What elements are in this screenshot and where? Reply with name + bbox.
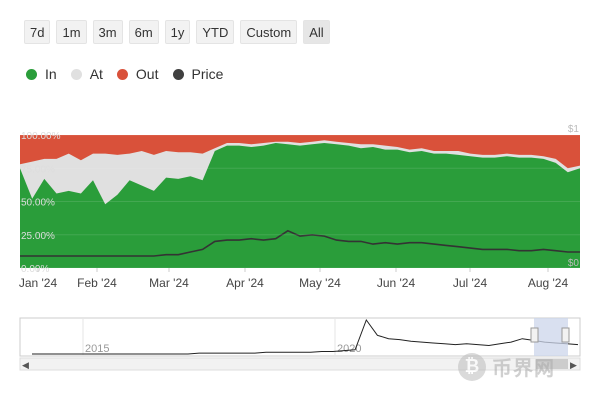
x-tick-label: Apr '24	[226, 276, 264, 290]
legend-at-swatch	[70, 68, 82, 80]
legend: In At Out Price	[26, 66, 223, 82]
range-6m-button[interactable]: 6m	[128, 20, 159, 44]
navigator[interactable]: 2015 2020 ◀ ▶	[0, 310, 600, 390]
watermark: ₿ 币界网	[458, 352, 555, 381]
scrollbar-thumb[interactable]	[536, 359, 568, 369]
legend-item-in[interactable]: In	[26, 66, 57, 82]
range-7d-button[interactable]: 7d	[24, 20, 51, 44]
x-tick-label: Feb '24	[77, 276, 117, 290]
range-3m-button[interactable]: 3m	[92, 20, 123, 44]
y-right-tick-label: $1	[568, 124, 580, 135]
scroll-right-arrow-icon[interactable]: ▶	[570, 360, 577, 370]
scroll-left-arrow-icon[interactable]: ◀	[22, 360, 29, 370]
navigator-handle-left[interactable]	[530, 327, 539, 343]
navigator-frame	[19, 317, 581, 357]
navigator-line	[32, 318, 579, 355]
range-custom-button[interactable]: Custom	[240, 20, 298, 44]
x-tick-label: Mar '24	[149, 276, 189, 290]
legend-price-label: Price	[191, 66, 224, 82]
main-chart[interactable]: 0.00% 25.00% 50.00% 75.00% 100.00% Jan '24 Fe…	[0, 0, 600, 300]
x-tick-label: Jan '24	[19, 276, 58, 290]
watermark-text: 币界网	[492, 358, 555, 380]
y-tick-label: 75.00%	[21, 164, 55, 175]
y-tick-label: 50.00%	[21, 198, 55, 209]
y-tick-label: 25.00%	[21, 231, 55, 242]
navigator-year-2020: 2020	[337, 343, 361, 355]
scrollbar-track[interactable]	[19, 357, 581, 371]
x-tick-label: Jun '24	[377, 276, 416, 290]
range-selector: 7d 1m 3m 6m 1y YTD Custom All	[24, 20, 330, 44]
range-1y-button[interactable]: 1y	[164, 20, 191, 44]
legend-out-label: Out	[135, 66, 159, 82]
x-tick-label: Aug '24	[528, 276, 569, 290]
y-tick-label: 0.00%	[21, 264, 49, 275]
legend-item-out[interactable]: Out	[116, 66, 159, 82]
range-ytd-button[interactable]: YTD	[196, 20, 235, 44]
legend-item-at[interactable]: At	[70, 66, 103, 82]
legend-item-price[interactable]: Price	[172, 66, 224, 82]
x-tick-label: May '24	[299, 276, 341, 290]
x-tick-label: Jul '24	[453, 276, 488, 290]
legend-in-label: In	[45, 66, 57, 82]
series-price-line	[20, 229, 580, 257]
watermark-logo-icon: ₿	[458, 352, 486, 381]
y-right-tick-label: $0	[568, 258, 580, 269]
legend-price-swatch	[172, 68, 184, 80]
legend-out-swatch	[116, 68, 128, 80]
range-all-button[interactable]: All	[303, 20, 330, 44]
series-in-area	[20, 143, 580, 268]
navigator-handle-right[interactable]	[561, 327, 570, 343]
range-1m-button[interactable]: 1m	[56, 20, 87, 44]
navigator-year-2015: 2015	[85, 343, 109, 355]
legend-at-label: At	[89, 66, 103, 82]
y-tick-label: 100.00%	[21, 131, 61, 142]
legend-in-swatch	[26, 68, 37, 80]
